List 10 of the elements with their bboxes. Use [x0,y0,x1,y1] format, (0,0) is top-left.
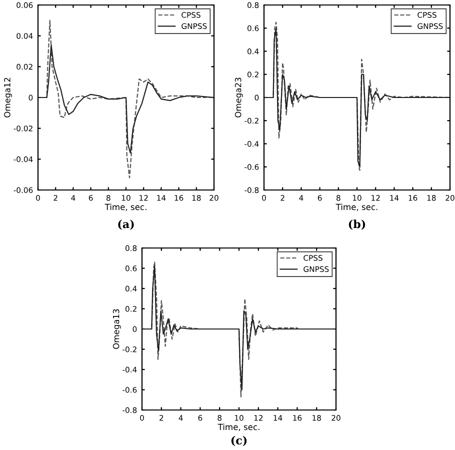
y-axis-title: Omega23 [234,78,243,118]
text: (c) [231,436,247,446]
y-axis-title: Omega13 [112,309,121,349]
x-axis-title: Time, sec. [336,204,378,211]
text: (a) [118,220,134,230]
x-axis-title: Time, sec. [104,204,146,211]
x-axis-title: Time, sec. [218,424,260,431]
text: (b) [348,220,366,230]
y-axis-title: Omega12 [4,78,12,118]
line-series [38,44,214,154]
